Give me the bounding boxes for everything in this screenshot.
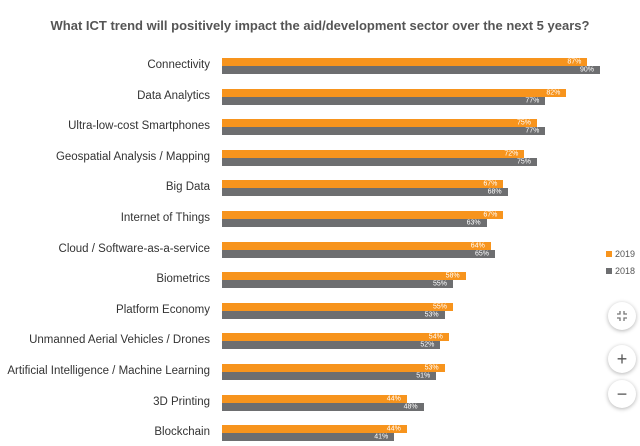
data-label: 75% [517,119,532,127]
bar-2019 [222,180,504,189]
data-label: 51% [416,372,431,380]
data-label: 72% [504,150,519,158]
bar-2018 [222,127,546,136]
bar-2019 [222,58,588,66]
data-label: 65% [475,250,490,258]
data-label: 55% [433,303,448,311]
bar-2019 [222,394,407,403]
legend-label: 2019 [615,249,636,259]
data-label: 77% [525,97,540,105]
data-label: 68% [487,188,502,196]
category-label: Ultra-low-cost Smartphones [68,120,210,133]
legend-item-2019: 2019 [606,249,635,259]
data-label: 63% [466,219,481,227]
data-label: 77% [525,127,540,135]
data-label: 44% [386,395,401,403]
category-label: Biometrics [156,273,210,286]
zoom-in-button[interactable]: + [608,345,636,373]
bar-2019 [222,149,525,158]
data-label: 64% [470,242,485,250]
legend-swatch-2019 [606,251,612,257]
data-label: 52% [420,341,435,349]
data-label: 90% [580,66,595,74]
category-label: Internet of Things [120,212,210,224]
category-label: 3D Printing [153,395,210,408]
bar-2019 [222,364,445,372]
data-label: 67% [483,180,498,188]
bar-2019 [222,425,407,434]
bar-2019 [222,333,449,342]
category-label: Artificial Intelligence / Machine Learni… [7,365,210,377]
bar-2019 [222,88,567,97]
bar-2018 [222,310,445,319]
bar-2018 [222,96,546,105]
category-label: Platform Economy [116,303,210,316]
chart-title: What ICT trend will positively impact th… [50,18,590,33]
data-label: 54% [428,333,443,341]
bar-2019 [222,302,453,311]
bar-2018 [222,341,441,350]
data-label: 87% [567,58,582,66]
data-label: 53% [424,311,439,319]
fullscreen-exit-button[interactable] [608,302,636,330]
category-label: Unmanned Aerial Vehicles / Drones [29,334,210,347]
data-label: 44% [386,425,401,433]
category-label: Geospatial Analysis / Mapping [55,150,210,163]
category-label: Blockchain [154,426,210,439]
plus-icon: + [616,348,628,369]
bar-2018 [222,157,537,166]
bar-2019 [222,211,504,219]
data-label: 41% [374,433,389,441]
bar-2018 [222,433,395,442]
bar-2018 [222,188,508,197]
bar-2018 [222,66,600,74]
minus-icon: − [616,383,628,404]
category-label: Cloud / Software-as-a-service [58,242,210,255]
data-label: 58% [445,272,460,280]
bar-2018 [222,402,424,411]
category-label: Data Analytics [137,89,210,102]
data-label: 48% [403,403,418,411]
bar-2019 [222,119,537,128]
bar-2018 [222,372,437,380]
category-label: Connectivity [147,59,210,71]
bar-2018 [222,219,487,227]
bar-2019 [222,272,466,281]
data-label: 55% [433,280,448,288]
data-label: 53% [424,364,439,372]
bar-2019 [222,241,491,250]
bar-2018 [222,249,495,258]
legend-swatch-2018 [606,268,612,274]
data-label: 67% [483,211,498,219]
bar-2018 [222,280,453,289]
legend-label: 2018 [615,266,636,276]
zoom-out-button[interactable]: − [608,380,636,408]
data-label: 82% [546,89,561,97]
legend-item-2018: 2018 [606,266,635,276]
collapse-icon [617,311,627,321]
category-label: Big Data [165,181,210,194]
data-label: 75% [517,158,532,166]
